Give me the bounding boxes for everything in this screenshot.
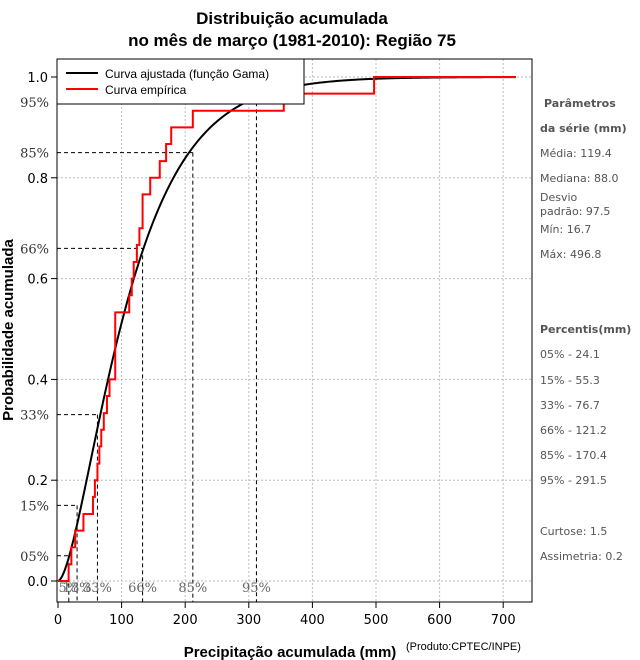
stat-curtose: Curtose: 1.5 bbox=[540, 525, 607, 538]
stat-assimetria: Assimetria: 0.2 bbox=[540, 550, 623, 563]
x-percentile-labels: 5%15%33% 66% 85% 95% bbox=[58, 581, 270, 596]
x-axis-label: Precipitação acumulada (mm) bbox=[184, 644, 397, 660]
gamma-fit-curve bbox=[57, 76, 516, 582]
y-tick-label-10: 1.0 bbox=[27, 71, 48, 86]
x-tick-label-200: 200 bbox=[173, 613, 198, 628]
y-percentile-label-05%: 05% bbox=[20, 550, 49, 565]
y-percentile-label-85%: 85% bbox=[20, 147, 49, 162]
stat-max: Máx: 496.8 bbox=[540, 248, 601, 261]
legend-label-empirical: Curva empírica bbox=[105, 83, 187, 97]
y-tick-label-6: 0.6 bbox=[27, 273, 48, 288]
stat-p66: 66% - 121.2 bbox=[540, 424, 607, 437]
stat-desvio-2: padrão: 97.5 bbox=[540, 205, 610, 218]
stat-p85: 85% - 170.4 bbox=[540, 449, 607, 462]
x-tick-label-0: 0 bbox=[54, 613, 62, 628]
stat-p33: 33% - 76.7 bbox=[540, 399, 600, 412]
chart-title-line1: Distribuição acumulada bbox=[196, 9, 388, 28]
legend-label-gamma: Curva ajustada (função Gama) bbox=[105, 67, 269, 81]
x-tick-label-600: 600 bbox=[427, 613, 452, 628]
x-percentile-label-5%: 5% bbox=[58, 581, 79, 596]
legend: Curva ajustada (função Gama) Curva empír… bbox=[56, 58, 305, 105]
y-tick-label-8: 0.8 bbox=[27, 172, 48, 187]
x-percentile-label-95%: 95% bbox=[242, 581, 271, 596]
x-percentile-label-15%: 15% bbox=[63, 581, 92, 596]
stat-p05: 05% - 24.1 bbox=[540, 348, 600, 361]
y-axis-label: Probabilidade acumulada bbox=[0, 238, 17, 420]
x-tick-label-300: 300 bbox=[236, 613, 261, 628]
y-axis: 0.0 0.2 0.4 0.6 0.8 1.0 bbox=[27, 71, 57, 590]
stats-header-1: Parâmetros bbox=[544, 97, 616, 110]
stat-media: Média: 119.4 bbox=[540, 147, 612, 160]
x-tick-label-400: 400 bbox=[300, 613, 325, 628]
stat-p95: 95% - 291.5 bbox=[540, 474, 607, 487]
y-percentile-label-33%: 33% bbox=[20, 409, 49, 424]
y-percentile-labels: 05% 15% 33% 66% 85% 95% bbox=[20, 96, 49, 565]
x-tick-label-500: 500 bbox=[364, 613, 389, 628]
y-percentile-label-95%: 95% bbox=[20, 96, 49, 111]
stat-min: Mín: 16.7 bbox=[540, 223, 591, 236]
percentis-header: Percentis(mm) bbox=[540, 323, 631, 336]
y-percentile-label-66%: 66% bbox=[20, 242, 49, 257]
plot-frame bbox=[56, 58, 533, 603]
series-layer bbox=[57, 76, 516, 582]
product-note: (Produto:CPTEC/INPE) bbox=[406, 641, 521, 653]
chart-title-line2: no mês de março (1981-2010): Região 75 bbox=[128, 31, 456, 50]
stat-p15: 15% - 55.3 bbox=[540, 374, 600, 387]
x-percentile-label-85%: 85% bbox=[178, 581, 207, 596]
grid bbox=[57, 59, 532, 602]
y-tick-label-4: 0.4 bbox=[27, 373, 48, 388]
stat-mediana: Mediana: 88.0 bbox=[540, 172, 618, 185]
stats-panel: Parâmetros da série (mm) Média: 119.4 Me… bbox=[540, 97, 631, 563]
legend-box bbox=[56, 58, 305, 105]
stats-header-2: da série (mm) bbox=[540, 122, 627, 135]
x-percentile-label-66%: 66% bbox=[128, 581, 157, 596]
x-tick-label-700: 700 bbox=[491, 613, 516, 628]
y-tick-label-2: 0.2 bbox=[27, 474, 48, 489]
stat-desvio-1: Desvio bbox=[540, 191, 578, 204]
empirical-step-curve bbox=[58, 76, 516, 582]
y-tick-label-0: 0.0 bbox=[27, 575, 48, 590]
x-percentile-label-33%: 33% bbox=[83, 581, 112, 596]
y-percentile-label-15%: 15% bbox=[20, 499, 49, 514]
x-axis: 0 100 200 300 400 500 600 700 bbox=[54, 602, 516, 628]
x-tick-label-100: 100 bbox=[109, 613, 134, 628]
